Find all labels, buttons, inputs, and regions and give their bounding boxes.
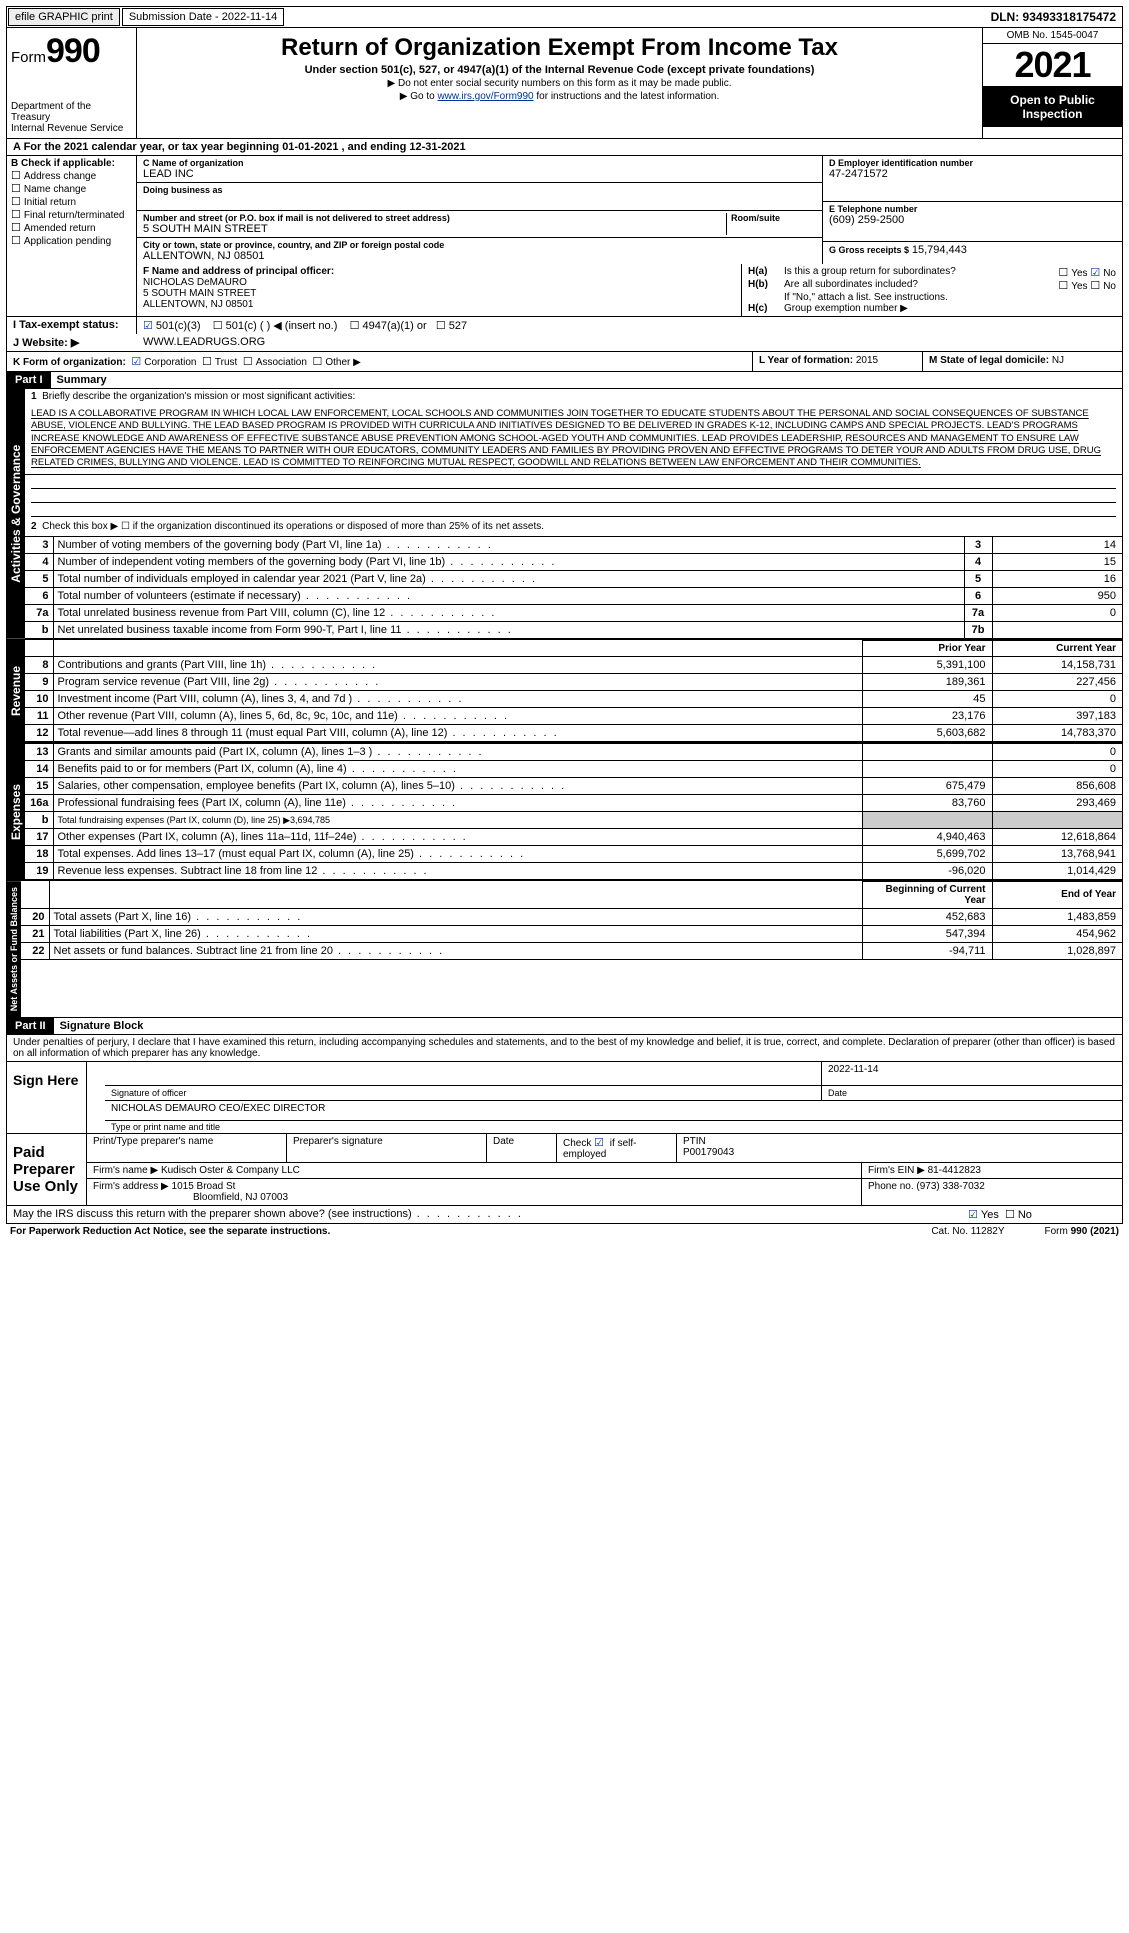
governance-table: 3Number of voting members of the governi…: [25, 536, 1122, 639]
efile-print-button[interactable]: efile GRAPHIC print: [8, 8, 120, 26]
expenses-table: 13Grants and similar amounts paid (Part …: [25, 743, 1122, 880]
tab-expenses: Expenses: [7, 743, 25, 880]
chk-application-pending[interactable]: Application pending: [11, 234, 132, 247]
i-501c[interactable]: 501(c) ( ) ◀ (insert no.): [213, 320, 338, 332]
ssn-note: ▶ Do not enter social security numbers o…: [145, 78, 974, 89]
state-domicile: NJ: [1052, 355, 1064, 366]
ein: 47-2471572: [829, 168, 1116, 180]
ha-yes[interactable]: Yes: [1058, 268, 1087, 279]
sign-date: 2022-11-14: [822, 1062, 1122, 1085]
officer-sig-name: NICHOLAS DEMAURO CEO/EXEC DIRECTOR: [105, 1101, 331, 1120]
year-formation: 2015: [856, 355, 878, 366]
instructions-note: ▶ Go to www.irs.gov/Form990 for instruct…: [145, 91, 974, 102]
irs-link[interactable]: www.irs.gov/Form990: [437, 91, 533, 102]
i-501c3[interactable]: 501(c)(3): [143, 320, 201, 332]
section-identity: B Check if applicable: Address change Na…: [6, 156, 1123, 264]
box-c: C Name of organization LEAD INC Doing bu…: [137, 156, 822, 264]
public-inspection: Open to Public Inspection: [983, 87, 1122, 127]
chk-self-employed[interactable]: [594, 1138, 607, 1149]
gross-receipts: 15,794,443: [912, 244, 967, 256]
part1-header: Part I Summary: [6, 372, 1123, 389]
hb-yes[interactable]: Yes: [1058, 281, 1087, 292]
chk-final-return[interactable]: Final return/terminated: [11, 208, 132, 221]
box-b: B Check if applicable: Address change Na…: [7, 156, 137, 264]
street: 5 SOUTH MAIN STREET: [143, 223, 726, 235]
efile-topbar: efile GRAPHIC print Submission Date - 20…: [6, 6, 1123, 28]
tab-activities: Activities & Governance: [7, 389, 25, 639]
ptin: P00179043: [683, 1147, 734, 1158]
section-i: I Tax-exempt status: 501(c)(3) 501(c) ( …: [6, 317, 1123, 334]
tab-revenue: Revenue: [7, 640, 25, 742]
netassets-table: Beginning of Current YearEnd of Year20To…: [21, 881, 1122, 960]
ha-no[interactable]: No: [1090, 268, 1116, 279]
revenue-table: Prior YearCurrent Year8Contributions and…: [25, 640, 1122, 742]
omb-number: OMB No. 1545-0047: [983, 28, 1122, 44]
org-name: LEAD INC: [143, 168, 816, 180]
mission-text: LEAD IS A COLLABORATIVE PROGRAM IN WHICH…: [25, 404, 1122, 475]
chk-amended-return[interactable]: Amended return: [11, 221, 132, 234]
penalties-text: Under penalties of perjury, I declare th…: [6, 1035, 1123, 1062]
tab-netassets: Net Assets or Fund Balances: [7, 881, 21, 1017]
dept-label: Department of the Treasury: [11, 101, 132, 123]
phone: (609) 259-2500: [829, 214, 1116, 226]
activities-governance: Activities & Governance 1 Briefly descri…: [6, 389, 1123, 640]
paid-preparer: Paid Preparer Use Only Print/Type prepar…: [6, 1134, 1123, 1206]
chk-address-change[interactable]: Address change: [11, 169, 132, 182]
chk-name-change[interactable]: Name change: [11, 182, 132, 195]
firm-ein: 81-4412823: [928, 1165, 981, 1176]
form-header: Form990 Department of the Treasury Inter…: [6, 28, 1123, 139]
page-footer: For Paperwork Reduction Act Notice, see …: [6, 1224, 1123, 1239]
discuss-no[interactable]: No: [1005, 1209, 1032, 1221]
netassets-section: Net Assets or Fund Balances Beginning of…: [6, 881, 1123, 1018]
firm-phone: (973) 338-7032: [916, 1181, 984, 1192]
i-4947[interactable]: 4947(a)(1) or: [350, 320, 427, 332]
form-number: Form990: [11, 32, 132, 71]
website: WWW.LEADRUGS.ORG: [137, 334, 271, 351]
hb-no[interactable]: No: [1090, 281, 1116, 292]
k-corp[interactable]: Corporation: [131, 357, 196, 368]
k-assoc[interactable]: Association: [243, 357, 307, 368]
part2-header: Part II Signature Block: [6, 1018, 1123, 1035]
row-a-period: A For the 2021 calendar year, or tax yea…: [6, 139, 1123, 156]
chk-initial-return[interactable]: Initial return: [11, 195, 132, 208]
k-trust[interactable]: Trust: [202, 357, 237, 368]
k-other[interactable]: Other ▶: [312, 357, 360, 368]
city: ALLENTOWN, NJ 08501: [143, 250, 816, 262]
firm-addr2: Bloomfield, NJ 07003: [93, 1192, 288, 1203]
irs-label: Internal Revenue Service: [11, 123, 132, 134]
dln: DLN: 93493318175472: [985, 8, 1122, 26]
form-subtitle: Under section 501(c), 527, or 4947(a)(1)…: [145, 64, 974, 76]
officer-street: 5 SOUTH MAIN STREET: [143, 288, 735, 299]
i-527[interactable]: 527: [436, 320, 467, 332]
discuss-yes[interactable]: Yes: [968, 1209, 999, 1221]
revenue-section: Revenue Prior YearCurrent Year8Contribut…: [6, 640, 1123, 743]
firm-name: Kudisch Oster & Company LLC: [161, 1165, 300, 1176]
firm-addr1: 1015 Broad St: [172, 1181, 236, 1192]
form-title: Return of Organization Exempt From Incom…: [145, 34, 974, 62]
box-de: D Employer identification number 47-2471…: [822, 156, 1122, 264]
expenses-section: Expenses 13Grants and similar amounts pa…: [6, 743, 1123, 881]
sign-here: Sign Here 2022-11-14 Signature of office…: [6, 1062, 1123, 1134]
discuss-row: May the IRS discuss this return with the…: [6, 1206, 1123, 1224]
submission-date: Submission Date - 2022-11-14: [122, 8, 284, 26]
section-fh: F Name and address of principal officer:…: [6, 264, 1123, 317]
section-j: J Website: ▶ WWW.LEADRUGS.ORG: [6, 334, 1123, 352]
officer-name: NICHOLAS DeMAURO: [143, 277, 735, 288]
tax-year: 2021: [983, 44, 1122, 87]
section-klm: K Form of organization: Corporation Trus…: [6, 352, 1123, 372]
officer-city: ALLENTOWN, NJ 08501: [143, 299, 735, 310]
